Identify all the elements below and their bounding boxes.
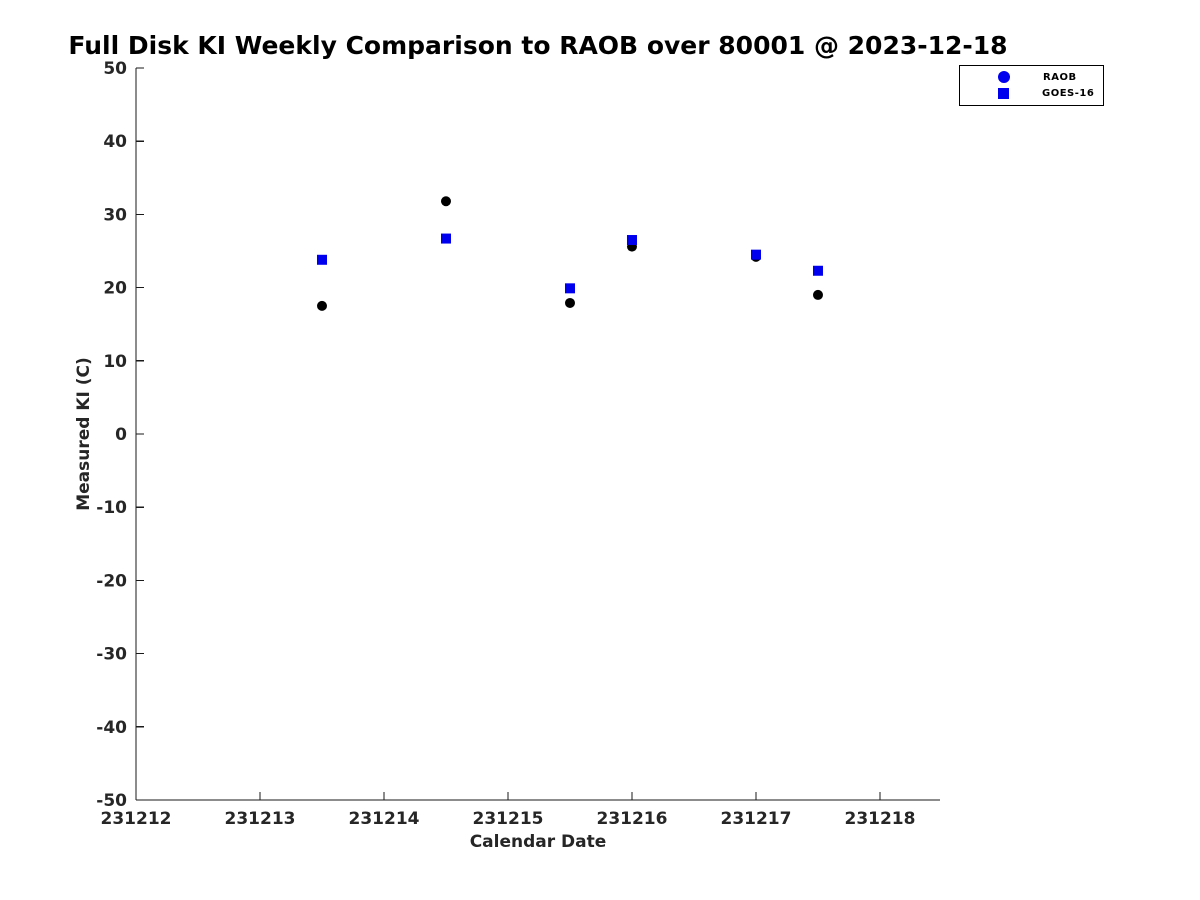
goes16-square-marker-icon xyxy=(998,88,1009,100)
y-tick-label: 0 xyxy=(115,425,127,445)
y-tick-label: -10 xyxy=(96,498,127,518)
x-tick-label: 231216 xyxy=(596,809,667,829)
y-tick-label: -20 xyxy=(96,571,127,591)
y-tick-label: 50 xyxy=(103,59,127,79)
y-axis-label: Measured KI (C) xyxy=(74,357,94,511)
y-tick-label: 30 xyxy=(103,205,127,225)
data-point-raob xyxy=(316,300,327,311)
raob-circle-marker-icon xyxy=(998,71,1010,84)
legend-label-goes16: GOES-16 xyxy=(1042,88,1095,100)
legend-entry-raob: RAOB xyxy=(960,70,1103,85)
data-point-goes-16 xyxy=(750,249,761,260)
data-point-goes-16 xyxy=(812,265,823,276)
data-point-goes-16 xyxy=(626,235,637,246)
data-point-goes-16 xyxy=(564,283,575,294)
data-point-goes-16 xyxy=(316,254,327,265)
data-point-raob xyxy=(564,297,575,308)
y-tick-label: 10 xyxy=(103,352,127,372)
y-tick-label: -40 xyxy=(96,718,127,738)
y-tick-label: -30 xyxy=(96,645,127,665)
legend-label-raob: RAOB xyxy=(1043,71,1077,83)
x-tick-label: 231214 xyxy=(349,809,420,829)
legend: RAOB GOES-16 xyxy=(959,65,1104,106)
x-axis-label: Calendar Date xyxy=(469,832,607,852)
y-tick-label: 40 xyxy=(103,132,127,152)
x-tick-label: 231212 xyxy=(101,809,172,829)
x-tick-label: 231213 xyxy=(225,809,296,829)
y-tick-label: -50 xyxy=(96,791,127,811)
x-tick-label: 231217 xyxy=(720,809,791,829)
x-tick-label: 231215 xyxy=(473,809,544,829)
chart-title: Full Disk KI Weekly Comparison to RAOB o… xyxy=(68,31,1008,60)
data-point-raob xyxy=(812,289,823,300)
y-tick-label: 20 xyxy=(103,279,127,299)
legend-entry-goes16: GOES-16 xyxy=(960,86,1103,101)
data-point-raob xyxy=(440,196,451,207)
data-point-goes-16 xyxy=(440,233,451,244)
x-tick-label: 231218 xyxy=(844,809,915,829)
